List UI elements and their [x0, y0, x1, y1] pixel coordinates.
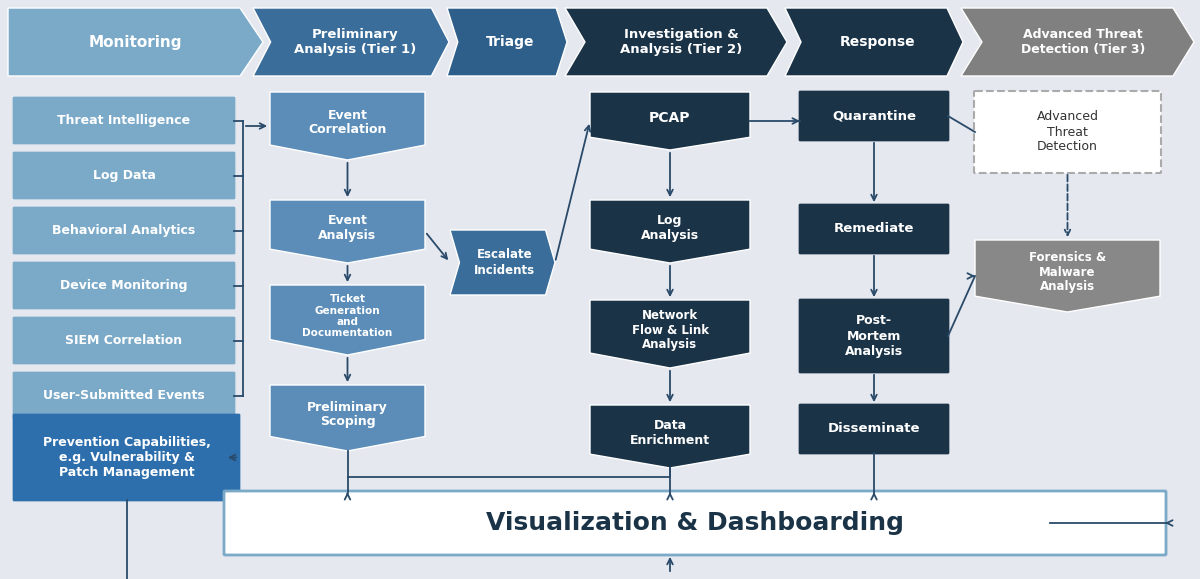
Text: Visualization & Dashboarding: Visualization & Dashboarding	[486, 511, 904, 535]
Text: Preliminary
Analysis (Tier 1): Preliminary Analysis (Tier 1)	[294, 28, 416, 56]
Polygon shape	[270, 385, 425, 451]
Polygon shape	[446, 8, 568, 76]
Text: Remediate: Remediate	[834, 222, 914, 236]
Polygon shape	[270, 200, 425, 263]
FancyBboxPatch shape	[13, 317, 235, 364]
Text: Prevention Capabilities,
e.g. Vulnerability &
Patch Management: Prevention Capabilities, e.g. Vulnerabil…	[42, 436, 210, 479]
Polygon shape	[8, 8, 263, 76]
Text: SIEM Correlation: SIEM Correlation	[66, 334, 182, 347]
Polygon shape	[785, 8, 964, 76]
Text: Log Data: Log Data	[92, 169, 156, 182]
Polygon shape	[590, 405, 750, 468]
FancyBboxPatch shape	[13, 207, 235, 254]
Text: Log
Analysis: Log Analysis	[641, 214, 700, 242]
FancyBboxPatch shape	[799, 91, 949, 141]
Text: Response: Response	[840, 35, 916, 49]
FancyBboxPatch shape	[13, 414, 240, 501]
Text: User-Submitted Events: User-Submitted Events	[43, 389, 205, 402]
Text: Post-
Mortem
Analysis: Post- Mortem Analysis	[845, 314, 904, 357]
FancyBboxPatch shape	[799, 299, 949, 373]
Text: Ticket
Generation
and
Documentation: Ticket Generation and Documentation	[302, 294, 392, 338]
Polygon shape	[253, 8, 449, 76]
Polygon shape	[270, 285, 425, 355]
Polygon shape	[961, 8, 1194, 76]
FancyBboxPatch shape	[799, 204, 949, 254]
Text: Disseminate: Disseminate	[828, 423, 920, 435]
Text: Quarantine: Quarantine	[832, 109, 916, 123]
FancyBboxPatch shape	[13, 152, 235, 199]
Text: Threat Intelligence: Threat Intelligence	[58, 114, 191, 127]
FancyBboxPatch shape	[799, 404, 949, 454]
Text: Investigation &
Analysis (Tier 2): Investigation & Analysis (Tier 2)	[620, 28, 742, 56]
Text: Advanced
Threat
Detection: Advanced Threat Detection	[1037, 111, 1098, 153]
Text: Event
Correlation: Event Correlation	[308, 108, 386, 136]
Polygon shape	[590, 300, 750, 368]
Text: Network
Flow & Link
Analysis: Network Flow & Link Analysis	[631, 309, 708, 351]
Text: Forensics &
Malware
Analysis: Forensics & Malware Analysis	[1028, 251, 1106, 293]
Text: Behavioral Analytics: Behavioral Analytics	[53, 224, 196, 237]
Polygon shape	[450, 230, 554, 295]
Text: Event
Analysis: Event Analysis	[318, 214, 377, 242]
FancyBboxPatch shape	[13, 372, 235, 419]
Text: Device Monitoring: Device Monitoring	[60, 279, 187, 292]
Text: PCAP: PCAP	[649, 111, 691, 125]
Polygon shape	[565, 8, 787, 76]
FancyBboxPatch shape	[13, 97, 235, 144]
Polygon shape	[974, 240, 1160, 312]
Text: Preliminary
Scoping: Preliminary Scoping	[307, 401, 388, 428]
Text: Triage: Triage	[486, 35, 534, 49]
Text: Advanced Threat
Detection (Tier 3): Advanced Threat Detection (Tier 3)	[1020, 28, 1145, 56]
FancyBboxPatch shape	[224, 491, 1166, 555]
Text: Escalate
Incidents: Escalate Incidents	[474, 248, 535, 277]
FancyBboxPatch shape	[974, 91, 1162, 173]
Text: Data
Enrichment: Data Enrichment	[630, 419, 710, 447]
Polygon shape	[590, 200, 750, 263]
FancyBboxPatch shape	[13, 262, 235, 309]
Polygon shape	[270, 92, 425, 160]
Text: Monitoring: Monitoring	[89, 35, 182, 49]
Polygon shape	[590, 92, 750, 150]
